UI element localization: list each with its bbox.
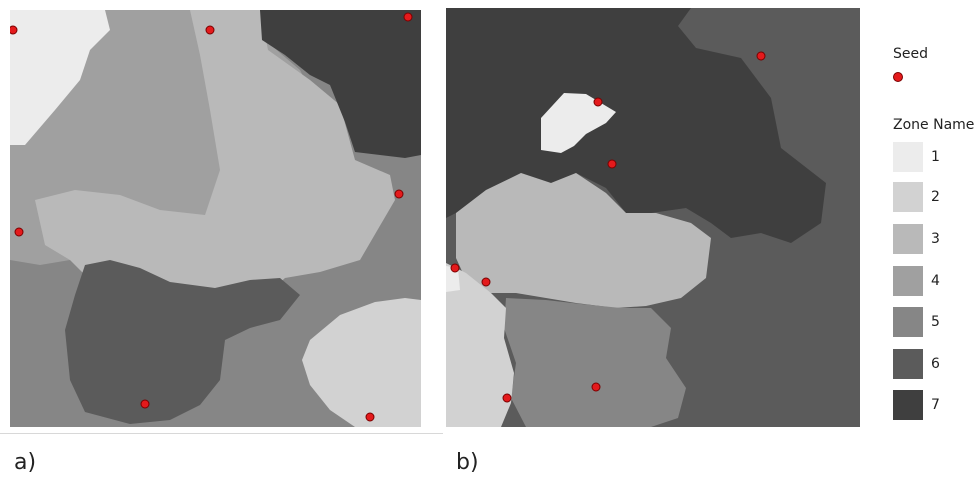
seed-marker	[481, 277, 491, 287]
panel-label-b: b)	[456, 450, 479, 475]
legend-item-zone-7: 7	[893, 390, 940, 420]
seed-marker	[10, 25, 18, 35]
panel-label-a: a)	[14, 450, 37, 475]
zone-2-area	[302, 298, 421, 427]
legend-item-zone-3: 3	[893, 224, 940, 254]
zone-5-swatch	[893, 307, 923, 337]
zone-1-area	[10, 10, 110, 145]
legend-item-zone-1: 1	[893, 142, 940, 172]
zone-6-label: 6	[931, 356, 940, 372]
seed-marker	[394, 189, 404, 199]
zone-6-area	[65, 260, 300, 424]
zone-7-area	[260, 10, 421, 158]
zone-3-area	[35, 10, 395, 310]
zone-6-swatch	[893, 349, 923, 379]
seed-markers	[10, 12, 413, 422]
seed-marker	[205, 25, 215, 35]
zone-1-label: 1	[931, 149, 940, 165]
seed-marker	[14, 227, 24, 237]
zone-map-a	[10, 10, 421, 427]
zone-2-swatch	[893, 182, 923, 212]
legend-seed-icon	[893, 72, 903, 82]
zone-3-swatch	[893, 224, 923, 254]
seed-marker	[756, 51, 766, 61]
zone-1-swatch	[893, 142, 923, 172]
zone-7-label: 7	[931, 397, 940, 413]
zone-5-area	[504, 298, 686, 427]
zone-4-swatch	[893, 266, 923, 296]
seed-marker	[607, 159, 617, 169]
seed-marker	[450, 263, 460, 273]
zone-7-swatch	[893, 390, 923, 420]
zone-map-b	[446, 8, 860, 427]
legend-item-zone-4: 4	[893, 266, 940, 296]
seed-marker	[140, 399, 150, 409]
zone-7-area	[446, 8, 826, 243]
zone-2-label: 2	[931, 189, 940, 205]
zone-4-label: 4	[931, 273, 940, 289]
legend-item-zone-6: 6	[893, 349, 940, 379]
seed-marker	[403, 12, 413, 22]
seed-markers	[450, 51, 766, 403]
seed-marker	[593, 97, 603, 107]
legend-seed-title: Seed	[893, 46, 928, 62]
seed-marker	[591, 382, 601, 392]
legend-item-zone-2: 2	[893, 182, 940, 212]
zone-3-area	[456, 173, 711, 308]
legend-item-zone-5: 5	[893, 307, 940, 337]
zone-1-area	[541, 93, 616, 153]
zone-3-label: 3	[931, 231, 940, 247]
seed-marker	[365, 412, 375, 422]
panel-a-separator	[0, 433, 443, 434]
zone-5-label: 5	[931, 314, 940, 330]
zone-2-area	[446, 263, 514, 427]
legend-zone-title: Zone Name	[893, 117, 975, 133]
zone-1-area	[446, 266, 460, 292]
seed-marker	[502, 393, 512, 403]
